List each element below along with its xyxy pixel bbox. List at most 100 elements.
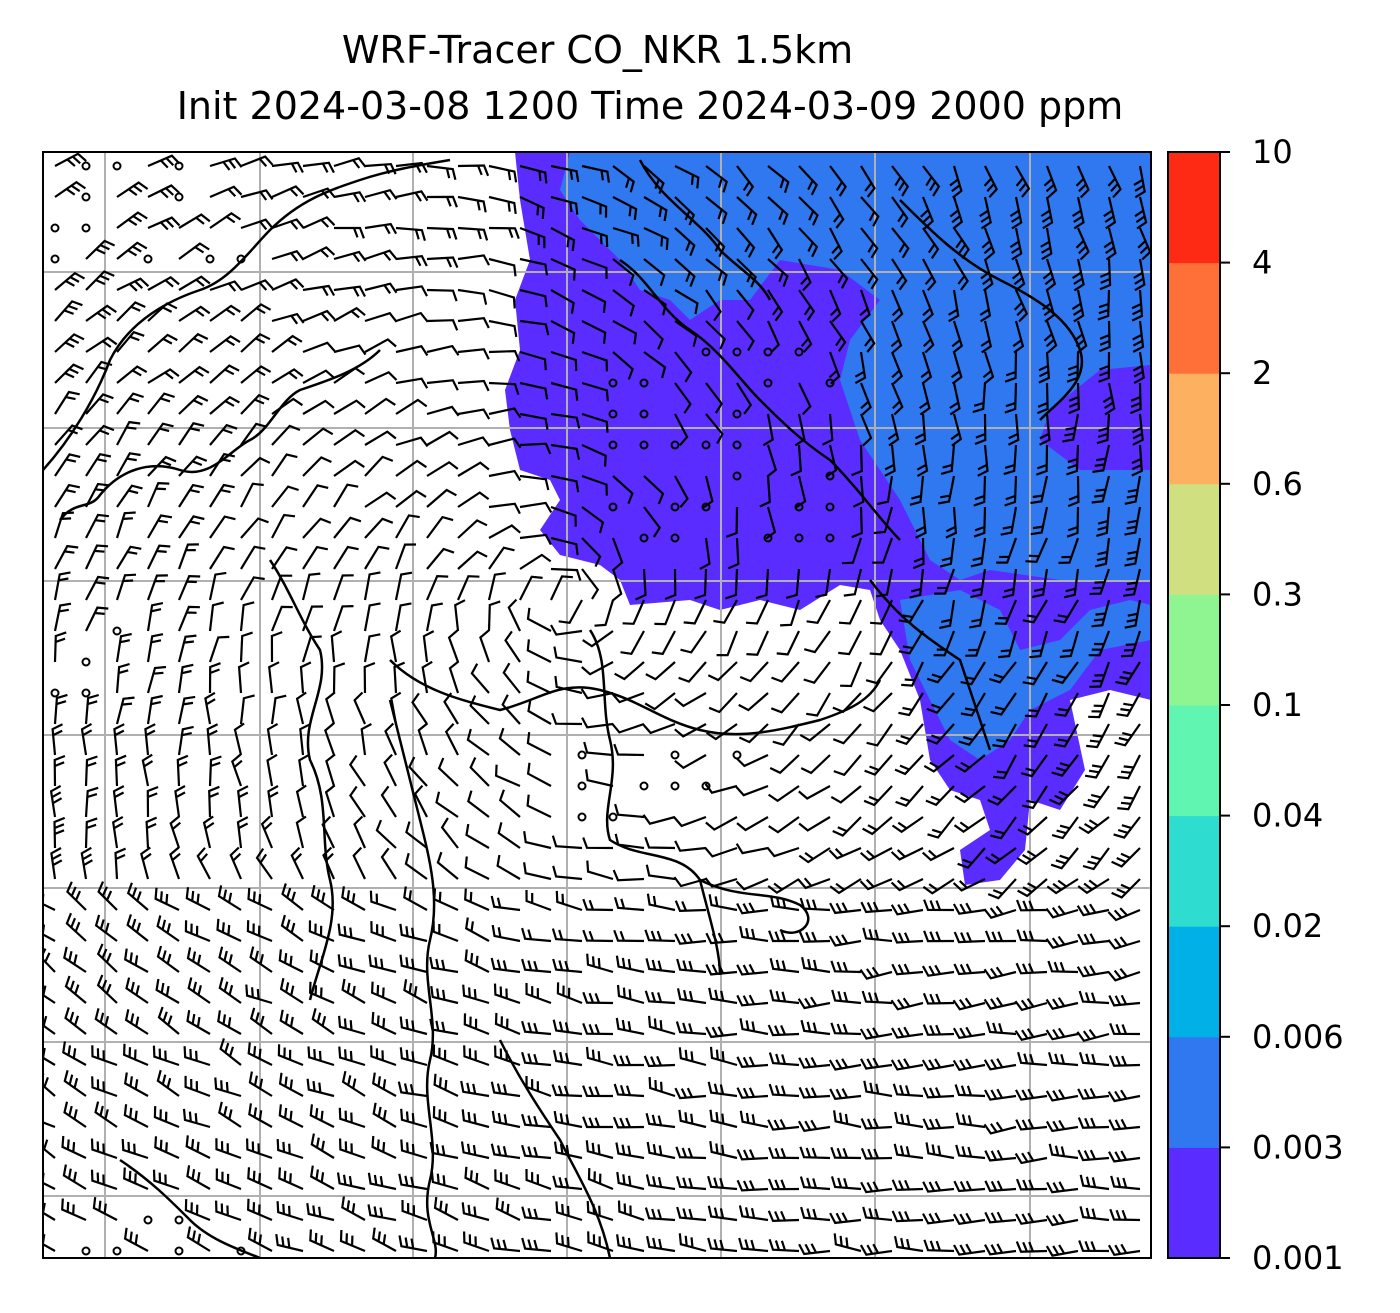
wind-barb: [1079, 1174, 1110, 1191]
wind-barb: [279, 1009, 304, 1035]
wind-barb: [736, 227, 756, 258]
wind-barb: [984, 1243, 1017, 1256]
wind-barb: [178, 275, 211, 291]
wind-barb: [891, 227, 910, 259]
wind-barb: [1015, 1178, 1048, 1191]
wind-barb: [1109, 1023, 1141, 1036]
wind-barb: [306, 1078, 335, 1098]
wind-barb: [239, 631, 253, 663]
wind-barb: [115, 632, 132, 663]
wind-barb: [364, 311, 398, 323]
wind-barb: [395, 311, 429, 323]
wind-barb: [375, 819, 397, 849]
wind-barb: [403, 886, 428, 911]
wind-barb: [400, 1139, 428, 1160]
wind-barb: [612, 165, 635, 193]
wind-barb: [301, 572, 321, 601]
wind-barb: [891, 165, 910, 197]
wind-barb: [860, 165, 876, 198]
wind-barb: [550, 567, 582, 581]
wind-barb: [146, 665, 167, 694]
wind-barb: [769, 989, 800, 1005]
wind-barb: [1011, 258, 1026, 292]
wind-barb: [425, 574, 449, 601]
wind-barb: [490, 1081, 521, 1098]
wind-barb: [63, 1070, 87, 1097]
wind-barb: [648, 1015, 676, 1036]
wind-barb: [169, 846, 181, 880]
wind-barb: [1067, 475, 1080, 508]
wind-barb: [984, 1180, 1017, 1193]
wind-barb: [860, 258, 879, 290]
wind-barb: [1107, 1089, 1141, 1103]
wind-barb: [586, 1200, 614, 1222]
wind-barb: [950, 413, 963, 447]
wind-barb: [832, 692, 862, 714]
wind-barb: [217, 885, 242, 911]
colorbar-segment: [1168, 926, 1220, 1038]
wind-barb: [177, 725, 194, 756]
wind-barb: [85, 482, 110, 508]
wind-barb: [457, 436, 491, 447]
wind-barb: [983, 905, 1017, 919]
wind-barb: [398, 1173, 428, 1191]
wind-barb: [768, 930, 799, 943]
wind-barb: [462, 984, 490, 1005]
wind-barb: [797, 996, 831, 1010]
wind-barb: [616, 1171, 645, 1191]
wind-barb: [43, 1112, 56, 1129]
wind-barb: [1063, 568, 1080, 599]
wind-barb: [1084, 754, 1110, 779]
wind-barb: [457, 254, 490, 266]
wind-barb: [249, 1007, 273, 1035]
wind-barb: [1040, 227, 1053, 261]
wind-barb: [923, 1239, 955, 1253]
wind-barb: [674, 165, 700, 189]
wind-barb: [705, 258, 728, 286]
wind-barb: [674, 840, 707, 852]
wind-barb: [526, 639, 552, 663]
wind-barb: [1014, 1151, 1048, 1165]
wind-barb: [922, 878, 955, 895]
wind-barb: [980, 258, 994, 292]
wind-barb: [581, 195, 608, 218]
wind-barb: [1062, 413, 1080, 443]
wind-barb: [1042, 258, 1057, 292]
wind-barb: [178, 305, 211, 322]
wind-barb: [126, 882, 149, 911]
wind-barb: [147, 368, 180, 384]
wind-barb: [759, 475, 771, 508]
wind-barb: [1066, 351, 1080, 383]
wind-barb: [745, 599, 769, 625]
wind-barb: [673, 815, 707, 828]
wind-barb: [994, 599, 1018, 626]
wind-barb: [380, 847, 397, 880]
wind-barb: [435, 791, 459, 818]
wind-barb: [341, 886, 366, 911]
wind-barb: [1004, 382, 1018, 414]
wind-barb: [156, 915, 180, 942]
wind-barb: [54, 271, 86, 291]
wind-barb: [1097, 289, 1111, 321]
wind-barb: [202, 815, 215, 849]
wind-barb: [1124, 537, 1142, 567]
wind-barb: [979, 289, 992, 323]
wind-barb: [364, 222, 398, 235]
wind-barb: [97, 881, 118, 911]
wind-barb: [147, 392, 175, 415]
wind-barb: [893, 1235, 924, 1253]
wind-barb: [64, 1007, 87, 1035]
wind-barb: [116, 330, 145, 353]
coastline: [619, 258, 901, 541]
wind-barb: [705, 289, 722, 322]
wind-barb: [54, 333, 85, 353]
wind-barb: [674, 413, 689, 447]
wind-barb: [974, 413, 987, 446]
wind-barb: [739, 925, 769, 943]
wind-barb: [767, 785, 800, 803]
wind-barb-calm: [701, 347, 711, 357]
wind-barb: [1054, 692, 1079, 717]
wind-barb: [521, 927, 552, 943]
wind-barb: [800, 754, 831, 775]
wind-barb: [736, 1056, 769, 1069]
